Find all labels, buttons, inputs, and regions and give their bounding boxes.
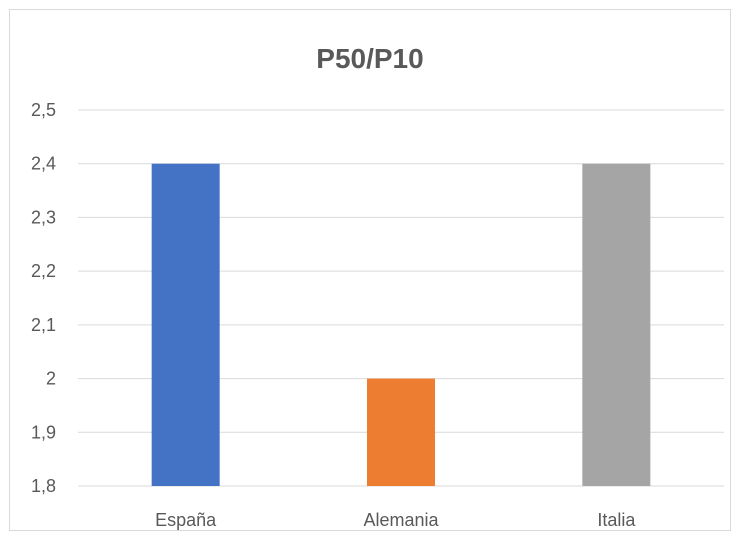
x-tick-label: Italia [597,510,636,530]
y-axis-tick-labels: 1,8 1,9 2 2,1 2,2 2,3 2,4 2,5 [31,100,56,496]
bar [582,163,651,486]
y-tick-label: 2,5 [31,100,56,120]
y-tick-label: 2,3 [31,207,56,227]
bar [151,163,220,486]
y-tick-label: 1,9 [31,422,56,442]
y-tick-label: 2 [46,369,56,389]
y-tick-label: 2,1 [31,315,56,335]
y-tick-label: 2,4 [31,154,56,174]
y-tick-label: 1,8 [31,476,56,496]
chart-title: P50/P10 [316,43,423,74]
y-tick-label: 2,2 [31,261,56,281]
x-tick-label: España [155,510,217,530]
x-axis-tick-labels: España Alemania Italia [155,510,636,530]
x-tick-label: Alemania [363,510,439,530]
bar [367,378,435,486]
bars [151,163,651,486]
